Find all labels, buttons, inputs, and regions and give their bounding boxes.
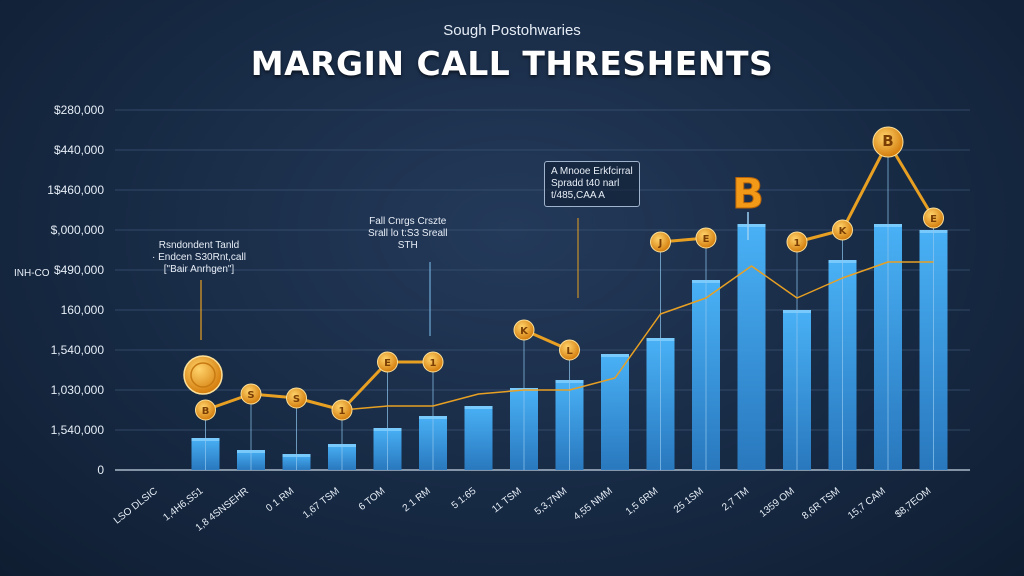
coins: B S S 1 E 1 K L J E 1 K B E — [195, 126, 944, 421]
coin-icon — [650, 231, 671, 253]
x-tick-label: 5,3,7NM — [533, 486, 570, 518]
coin-stems — [205, 152, 934, 470]
y-axis-side-label: INH-CO — [14, 268, 50, 279]
coin-label: S — [293, 394, 300, 405]
coin-label: E — [384, 358, 391, 369]
x-tick-label: 1,5 6RM — [624, 486, 661, 518]
coin-label: E — [703, 234, 710, 245]
x-tick-label: 5 1:65 — [450, 485, 479, 511]
coin-icon — [923, 207, 944, 229]
coin-icon — [286, 387, 307, 409]
bar-highlight — [601, 354, 629, 357]
coin-label: J — [658, 238, 663, 249]
coin-icon — [377, 351, 398, 373]
y-axis-ticks: 0 1,540,000 1,030,000 1,540,000 160,000 $490,… — [47, 103, 104, 477]
annotation-middle: Fall Cnrgs Crszte Srall lo t:S3 Sreall S… — [368, 216, 448, 251]
x-tick-label: 11 TSM — [490, 486, 524, 516]
y-tick-label: $280,000 — [54, 103, 104, 117]
bar-highlight — [464, 406, 493, 409]
coin-icon — [559, 339, 580, 361]
coin-label: B — [882, 132, 893, 150]
coin-icon — [786, 231, 808, 253]
series-line — [341, 261, 934, 411]
x-tick-label: 1,4H6,S51 — [161, 485, 205, 523]
x-tick-label: 2,7 TM — [720, 486, 751, 514]
coin-label: K — [839, 226, 848, 237]
chart-subtitle: Sough Postohwaries — [443, 22, 581, 39]
y-tick-label: 1$460,000 — [47, 183, 104, 197]
coin-label: 1 — [794, 238, 801, 249]
gold-coin-icon — [183, 355, 223, 395]
coin-label: 1 — [430, 358, 437, 369]
x-tick-label: 4,55 NMM — [572, 486, 615, 523]
coin-icon — [195, 399, 216, 421]
chart-title: MARGIN CALL THRESHENTS — [250, 44, 774, 83]
coin-label: L — [566, 346, 573, 357]
x-tick-label: $8,7EOM — [893, 486, 933, 521]
y-tick-label: 1,030,000 — [51, 383, 105, 397]
y-tick-label: 0 — [97, 463, 104, 477]
coin-label: E — [930, 214, 937, 225]
bar — [464, 406, 493, 470]
decorations: B — [183, 169, 765, 395]
y-tick-label: $440,000 — [54, 143, 104, 157]
y-tick-label: $,000,000 — [51, 223, 105, 237]
coin-label: S — [247, 390, 254, 401]
bitcoin-icon: B — [732, 169, 764, 218]
x-tick-label: 0 1 RM — [264, 486, 296, 515]
x-tick-label: 6 TOM — [357, 486, 388, 513]
x-tick-label: 25 1SM — [672, 486, 706, 516]
coin-label: B — [202, 406, 210, 417]
x-tick-label: LSO DLSIC — [112, 486, 160, 527]
y-tick-label: $490,000 — [54, 263, 104, 277]
series-lines — [205, 140, 935, 412]
bar-highlight — [737, 224, 766, 227]
coin-icon — [513, 319, 535, 341]
coin-icon — [240, 383, 262, 405]
x-tick-label: 15,7 CAM — [846, 486, 888, 522]
bar — [601, 354, 629, 470]
coin-icon — [331, 399, 353, 421]
bar — [737, 224, 766, 470]
coin-icon — [695, 227, 717, 249]
x-tick-label: 1359 OM — [758, 486, 797, 520]
y-tick-label: 1,540,000 — [51, 423, 105, 437]
coin-label: 1 — [339, 406, 346, 417]
x-tick-label: 1,67 TSM — [301, 486, 342, 521]
x-tick-label: 2 1 RM — [401, 486, 433, 515]
y-tick-label: 1,540,000 — [51, 343, 105, 357]
annotation-left: Rsndondent Tanld · Endcen S30Rnt,call ["… — [152, 240, 246, 275]
annotation-box: A Mnooe Erkfcirral Spradd t40 narl t/485… — [544, 161, 640, 207]
coin-icon — [422, 351, 444, 373]
coin-icon — [872, 126, 904, 158]
x-tick-label: 8,6R TSM — [800, 486, 842, 522]
coin-label: K — [520, 326, 529, 337]
series-line — [205, 140, 935, 412]
gold-coin-ring — [190, 362, 216, 388]
coin-icon — [832, 219, 853, 241]
y-tick-label: 160,000 — [61, 303, 105, 317]
